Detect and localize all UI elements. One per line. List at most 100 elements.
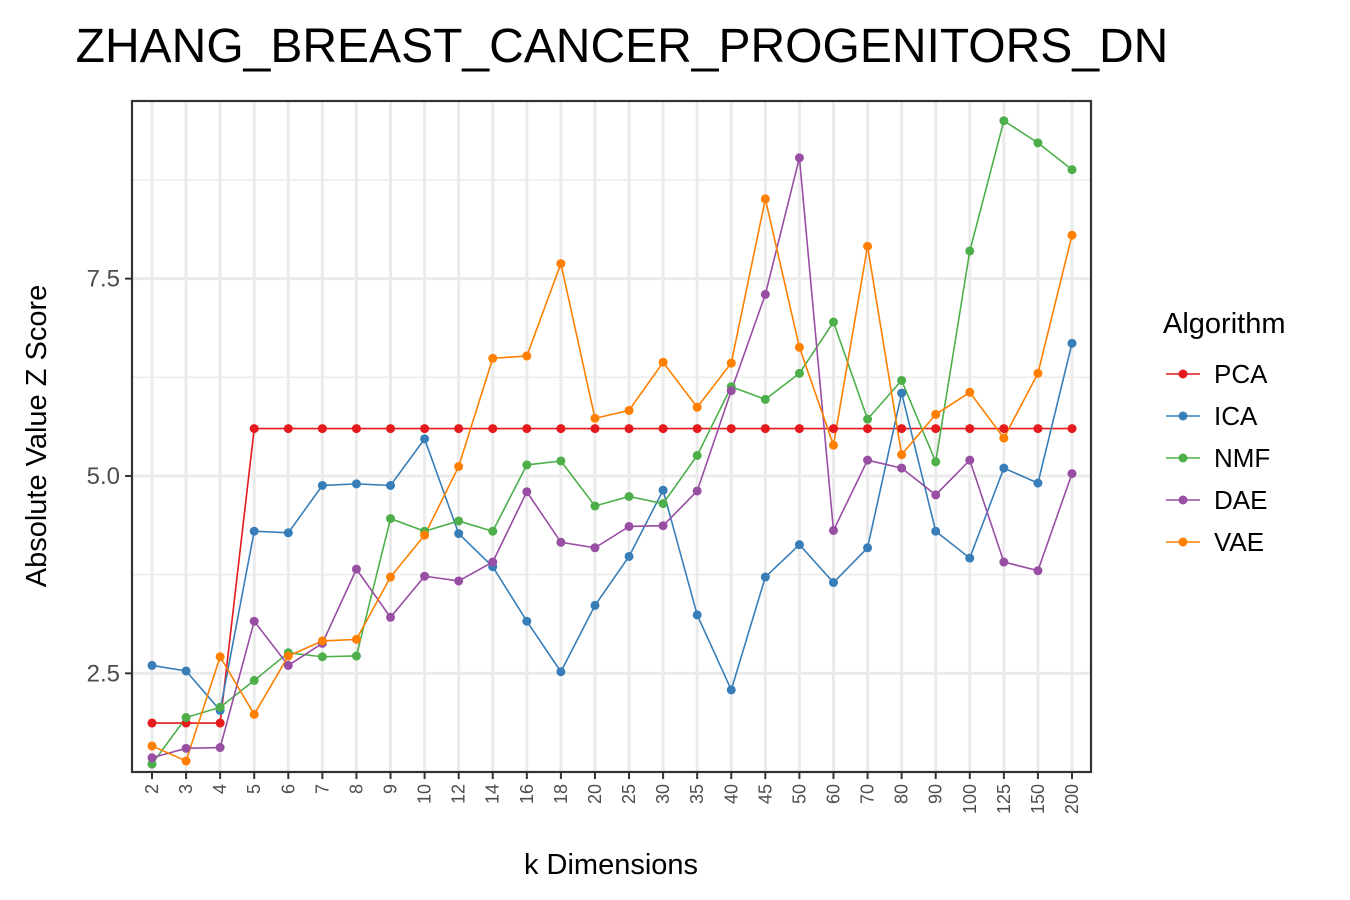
legend-key-point-dae [1178, 495, 1188, 505]
series-line-vae [151, 198, 1073, 763]
legend-label-dae: DAE [1214, 485, 1267, 515]
data-point-dae [351, 564, 361, 574]
data-point-nmf [965, 246, 975, 256]
data-point-dae [965, 455, 975, 465]
data-point-vae [351, 634, 361, 644]
legend-label-nmf: NMF [1214, 443, 1270, 473]
data-point-dae [931, 490, 941, 500]
data-point-ica [351, 479, 361, 489]
data-point-nmf [897, 375, 907, 385]
data-point-dae [454, 576, 464, 586]
x-tick-label: 200 [1062, 784, 1082, 814]
data-point-dae [1033, 566, 1043, 576]
data-point-ica [420, 434, 430, 444]
x-tick-label: 40 [721, 784, 741, 804]
data-point-vae [726, 358, 736, 368]
data-point-ica [249, 526, 259, 536]
data-point-ica [624, 551, 634, 561]
data-point-nmf [624, 491, 634, 501]
data-point-vae [863, 241, 873, 251]
data-point-dae [556, 537, 566, 547]
data-point-vae [317, 636, 327, 646]
data-point-ica [590, 600, 600, 610]
data-point-dae [828, 525, 838, 535]
data-point-vae [454, 461, 464, 471]
data-point-nmf [556, 456, 566, 466]
data-point-pca [897, 424, 907, 434]
data-point-pca [249, 424, 259, 434]
x-tick-label: 6 [278, 784, 298, 794]
data-point-dae [726, 386, 736, 396]
data-point-dae [760, 289, 770, 299]
legend-key-point-vae [1178, 537, 1188, 547]
data-point-pca [624, 424, 634, 434]
data-point-dae [794, 153, 804, 163]
data-point-pca [999, 424, 1009, 434]
data-point-nmf [454, 516, 464, 526]
data-point-nmf [828, 317, 838, 327]
data-point-vae [624, 405, 634, 415]
data-point-vae [556, 259, 566, 269]
data-point-vae [147, 741, 157, 751]
data-point-ica [794, 540, 804, 550]
data-point-dae [249, 616, 259, 626]
legend-key-point-nmf [1178, 453, 1188, 463]
x-tick-label: 18 [551, 784, 571, 804]
y-tick-label: 2.5 [87, 660, 120, 687]
data-point-vae [931, 409, 941, 419]
data-point-pca [590, 424, 600, 434]
series-line-pca [152, 427, 1072, 724]
data-point-vae [658, 357, 668, 367]
x-tick-label: 125 [994, 784, 1014, 814]
legend-title: Algorithm [1163, 308, 1286, 340]
x-tick-label: 8 [346, 784, 366, 794]
data-point-vae [828, 440, 838, 450]
data-point-pca [1067, 424, 1077, 434]
x-tick-label: 80 [892, 784, 912, 804]
data-point-ica [999, 463, 1009, 473]
x-tick-label: 90 [926, 784, 946, 804]
data-point-dae [658, 521, 668, 531]
data-point-ica [283, 528, 293, 538]
data-point-vae [522, 351, 532, 361]
series-lines [151, 119, 1073, 765]
legend-key-point-ica [1178, 411, 1188, 421]
data-point-dae [1067, 469, 1077, 479]
data-point-ica [1033, 478, 1043, 488]
data-point-nmf [658, 499, 668, 509]
data-point-vae [181, 756, 191, 766]
data-point-nmf [760, 394, 770, 404]
data-point-vae [283, 651, 293, 661]
data-point-vae [488, 353, 498, 363]
data-point-ica [317, 480, 327, 490]
data-point-ica [658, 485, 668, 495]
data-point-ica [454, 529, 464, 539]
data-point-dae [420, 571, 430, 581]
x-tick-label: 14 [483, 784, 503, 804]
data-point-vae [420, 530, 430, 540]
data-point-pca [863, 424, 873, 434]
data-point-pca [317, 424, 327, 434]
data-point-ica [181, 666, 191, 676]
data-point-pca [1033, 424, 1043, 434]
data-point-pca [931, 424, 941, 434]
legend-label-ica: ICA [1214, 401, 1258, 431]
data-point-pca [828, 424, 838, 434]
series-line-dae [151, 157, 1073, 759]
y-tick-label: 7.5 [87, 266, 120, 293]
data-point-vae [965, 387, 975, 397]
data-point-nmf [147, 759, 157, 769]
data-point-dae [692, 486, 702, 496]
x-tick-label: 20 [585, 784, 605, 804]
data-point-ica [147, 660, 157, 670]
legend-key-point-pca [1178, 369, 1188, 379]
x-tick-label: 12 [449, 784, 469, 804]
data-point-vae [386, 572, 396, 582]
data-point-nmf [386, 514, 396, 524]
data-point-vae [760, 194, 770, 204]
x-tick-label: 50 [789, 784, 809, 804]
legend-label-pca: PCA [1214, 359, 1268, 389]
series-points [147, 116, 1077, 769]
data-point-ica [828, 578, 838, 588]
data-point-nmf [351, 651, 361, 661]
